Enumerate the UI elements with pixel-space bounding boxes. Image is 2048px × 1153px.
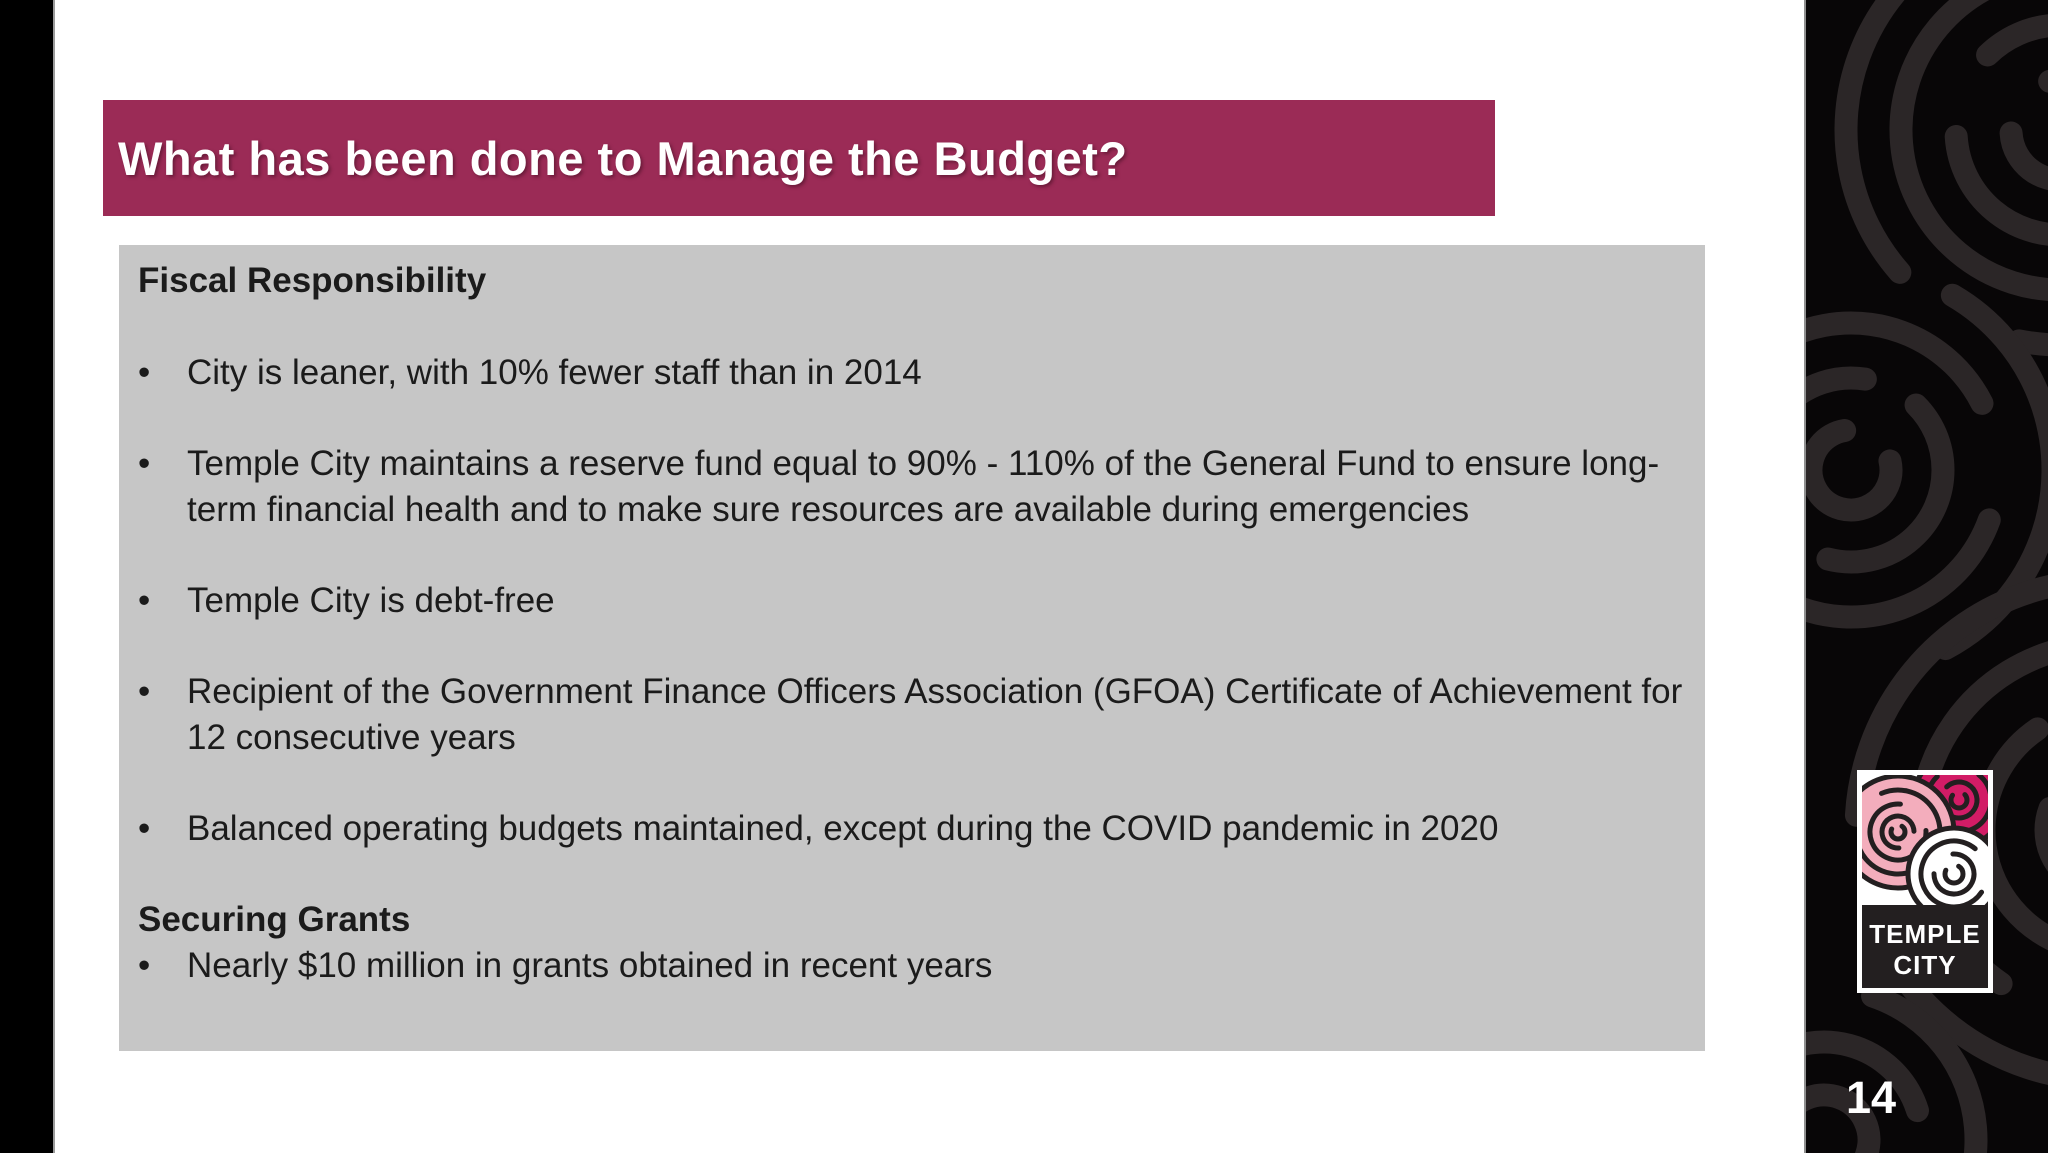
bullet-text: Temple City is debt-free <box>187 581 555 620</box>
bullet-text: Temple City maintains a reserve fund equ… <box>187 444 1660 529</box>
bullet-item: • Temple City maintains a reserve fund e… <box>138 441 1683 533</box>
bullet-list-fiscal: • City is leaner, with 10% fewer staff t… <box>138 350 1683 852</box>
bullet-marker-icon: • <box>138 444 151 483</box>
bullet-text: Balanced operating budgets maintained, e… <box>187 809 1499 848</box>
temple-city-logo: TEMPLE CITY <box>1857 770 1993 993</box>
bullet-marker-icon: • <box>138 581 151 620</box>
content-box: Fiscal Responsibility • City is leaner, … <box>119 245 1705 1051</box>
bullet-marker-icon: • <box>138 353 151 392</box>
bullet-text: Recipient of the Government Finance Offi… <box>187 672 1683 757</box>
bullet-marker-icon: • <box>138 672 151 711</box>
slide-title: What has been done to Manage the Budget? <box>118 131 1128 185</box>
bullet-list-grants: • Nearly $10 million in grants obtained … <box>138 943 1683 989</box>
bullet-item: • Balanced operating budgets maintained,… <box>138 806 1683 852</box>
bullet-item: • Nearly $10 million in grants obtained … <box>138 943 1683 989</box>
logo-text-line1: TEMPLE <box>1869 919 1980 949</box>
bullet-marker-icon: • <box>138 946 151 985</box>
bullet-text: Nearly $10 million in grants obtained in… <box>187 946 993 985</box>
left-filmstrip-bar <box>0 0 55 1153</box>
section-heading-securing-grants: Securing Grants <box>138 900 411 939</box>
page-number: 14 <box>1846 1072 1897 1123</box>
bullet-item: • Recipient of the Government Finance Of… <box>138 669 1683 761</box>
logo-text-line2: CITY <box>1893 950 1956 980</box>
section-heading-fiscal-responsibility: Fiscal Responsibility <box>138 261 487 300</box>
white-rose-icon <box>1905 825 1988 905</box>
sidebar: TEMPLE CITY 14 <box>1804 0 2048 1153</box>
bullet-item: • Temple City is debt-free <box>138 578 1683 624</box>
bullet-item: • City is leaner, with 10% fewer staff t… <box>138 350 1683 396</box>
bullet-text: City is leaner, with 10% fewer staff tha… <box>187 353 922 392</box>
slide-title-bar: What has been done to Manage the Budget? <box>103 100 1495 216</box>
bullet-marker-icon: • <box>138 809 151 848</box>
